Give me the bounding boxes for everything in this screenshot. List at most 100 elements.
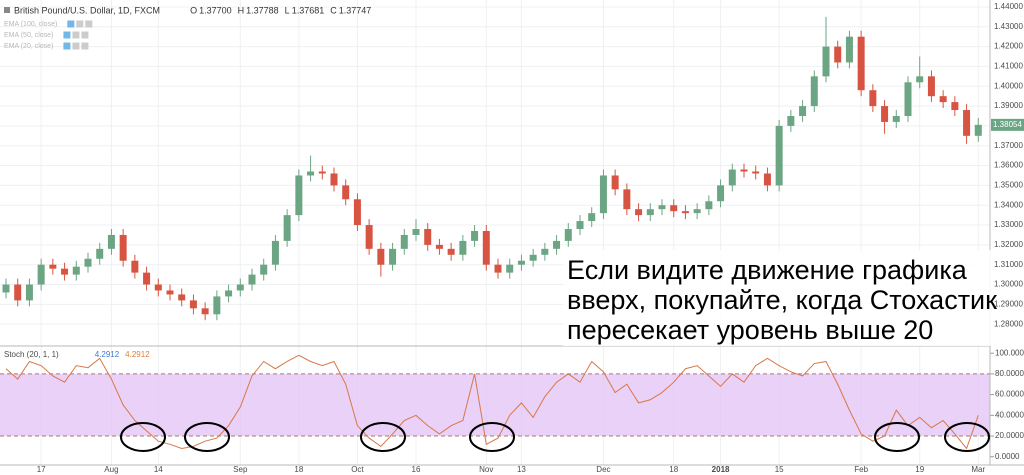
candle-body [471,230,479,241]
x-tick-label: 14 [154,465,163,474]
candle-body [2,284,10,293]
candle-body [717,185,725,202]
candle-body [951,102,959,111]
candle-body [260,264,268,275]
x-tick-label: 13 [517,465,526,474]
price-tag [991,118,1024,131]
candle-body [553,240,561,249]
y-tick-label: 1.36000 [994,161,1023,170]
stoch-band [0,373,990,437]
candle-body [541,248,549,255]
y-tick-label: 1.30000 [994,280,1023,289]
candle-body [248,274,256,285]
candle-body [459,240,467,255]
y-tick-label: 1.41000 [994,62,1023,71]
annotation-line: Если видите движение графика [567,255,968,285]
candle-body [236,284,244,291]
indicator-button [81,42,89,50]
x-tick-label: Mar [971,465,985,474]
annotation-line: вверх, покупайте, когда Стохастик [567,285,997,315]
x-tick-label: 15 [775,465,784,474]
candle-body [763,173,771,186]
candle-body [213,296,221,315]
ohlc-value: 1.37788 [246,5,279,15]
symbol-title: British Pound/U.S. Dollar, 1D, FXCM [14,5,160,15]
candle-body [389,248,397,265]
candle-body [728,169,736,186]
symbol-icon [4,7,10,13]
candle-body [412,229,420,235]
candle-body [881,106,889,122]
candle-body [447,248,455,255]
candle-body [740,169,748,172]
y-tick-label: 1.34000 [994,200,1023,209]
candle-body [904,82,912,116]
candle-body [365,225,373,249]
candle-body [25,284,33,301]
candle-body [693,209,701,214]
annotation-circles [120,422,990,452]
y-tick-label: 1.33000 [994,220,1023,229]
candle-body [927,76,935,97]
candle-body [517,260,525,265]
candle-body [14,284,22,301]
indicator-button [67,20,75,28]
ohlc-value: 1.37747 [339,5,372,15]
candle-body [506,264,514,273]
candle-body [37,264,45,285]
x-tick-label: 18 [669,465,678,474]
candle-body [143,272,151,285]
annotation-bg [563,250,993,346]
candle-body [96,248,104,259]
x-tick-label: 2018 [712,465,730,474]
candle-body [424,229,432,245]
stoch-title: Stoch (20, 1, 1) [4,350,59,359]
y-tick-label: 60.0000 [995,390,1024,399]
candle-body [670,205,678,212]
candle-body [623,189,631,210]
candle-body [353,199,361,226]
y-tick-label: 1.29000 [994,299,1023,308]
candle-body [201,308,209,315]
y-tick-label: 0.0000 [995,452,1020,461]
price-tag-label: 1.38054 [993,120,1022,129]
candle-body [72,266,80,275]
candle-body [564,229,572,241]
candle-body [752,171,760,174]
candle-body [529,254,537,261]
candle-body [435,244,443,249]
candle-body [810,76,818,107]
candle-body [611,175,619,190]
candle-body [166,290,174,295]
y-tick-label: 80.0000 [995,369,1024,378]
x-tick-label: 19 [915,465,924,474]
candle-body [342,185,350,200]
candle-body [681,211,689,214]
indicator-legend: EMA (100, close) [4,21,57,28]
candle-body [599,175,607,214]
indicator-button [63,31,71,39]
stoch-line [5,354,979,450]
y-tick-label: 1.28000 [994,319,1023,328]
candle-body [307,171,315,176]
indicator-button [72,42,80,50]
candle-body [845,36,853,63]
y-tick-label: 1.44000 [994,2,1023,11]
candle-body [775,125,783,186]
candle-body [178,294,186,301]
candle-body [49,264,57,269]
candle-body [869,90,877,107]
candle-body [482,230,490,265]
candle-body [295,175,303,216]
candle-body [189,300,197,309]
y-tick-label: 1.37000 [994,141,1023,150]
candle-body [61,268,69,275]
y-tick-label: 1.42000 [994,42,1023,51]
candle-body [974,124,982,136]
candle-body [107,234,115,249]
candle-body [576,221,584,230]
y-tick-label: 1.43000 [994,22,1023,31]
ohlc-name: L [285,5,290,15]
candle-body [225,290,233,297]
